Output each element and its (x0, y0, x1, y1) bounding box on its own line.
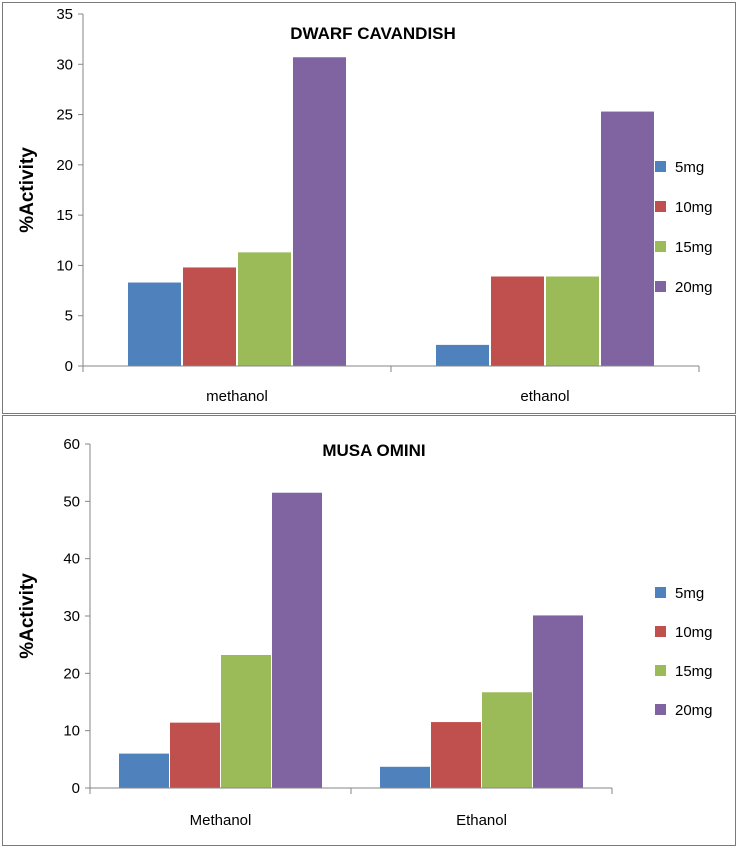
y-axis-title: %Activity (17, 147, 38, 233)
y-tick-label: 0 (65, 358, 73, 375)
bar-20mg-methanol (293, 57, 346, 366)
y-tick-label: 60 (63, 436, 80, 453)
y-tick-label: 20 (63, 665, 80, 682)
y-tick-label: 35 (56, 6, 73, 23)
y-tick-label: 50 (63, 493, 80, 510)
legend-label-20mg: 20mg (675, 279, 713, 296)
bar-10mg-methanol (183, 267, 236, 366)
bar-10mg-ethanol (491, 276, 544, 366)
bar-10mg-ethanol (431, 722, 481, 788)
y-tick-label: 0 (72, 780, 80, 797)
bar-15mg-ethanol (546, 276, 599, 366)
y-tick-label: 30 (63, 608, 80, 625)
chart-panel-dwarf-cavandish: DWARF CAVANDISH %Activity 0 5 10 15 20 25 30 35 me… (2, 2, 736, 414)
legend-label-15mg: 15mg (675, 239, 713, 256)
legend-swatch-15mg (655, 665, 666, 676)
legend-label-10mg: 10mg (675, 199, 713, 216)
legend-label-15mg: 15mg (675, 663, 713, 680)
x-category-label: Ethanol (456, 812, 507, 829)
y-tick-label: 10 (56, 257, 73, 274)
legend-label-5mg: 5mg (675, 159, 704, 176)
y-tick-label: 25 (56, 107, 73, 124)
y-tick-label: 15 (56, 207, 73, 224)
bar-10mg-methanol (170, 722, 220, 788)
y-axis-title: %Activity (17, 573, 38, 659)
chart-panel-musa-omini: MUSA OMINI %Activity 0 10 20 30 40 50 60 Methanol… (2, 415, 736, 846)
bar-5mg-methanol (119, 753, 169, 788)
bar-5mg-ethanol (436, 344, 489, 366)
bar-15mg-ethanol (482, 692, 532, 788)
legend-swatch-15mg (655, 241, 666, 252)
bar-5mg-ethanol (380, 766, 430, 788)
y-tick-label: 20 (56, 157, 73, 174)
legend-swatch-10mg (655, 201, 666, 212)
y-tick-label: 10 (63, 723, 80, 740)
x-category-label: Methanol (190, 812, 252, 829)
chart-musa-omini: MUSA OMINI %Activity 0 10 20 30 40 50 60 Methanol… (17, 436, 713, 829)
legend-swatch-20mg (655, 281, 666, 292)
chart-title: DWARF CAVANDISH (290, 24, 456, 43)
legend-swatch-5mg (655, 587, 666, 598)
y-tick-label: 40 (63, 551, 80, 568)
bar-20mg-ethanol (533, 615, 583, 788)
y-tick-label: 5 (65, 308, 73, 325)
legend-label-5mg: 5mg (675, 585, 704, 602)
legend-swatch-10mg (655, 626, 666, 637)
bar-20mg-ethanol (601, 111, 654, 366)
x-category-label: methanol (206, 388, 268, 405)
y-tick-label: 30 (56, 56, 73, 73)
legend-label-10mg: 10mg (675, 624, 713, 641)
bar-20mg-methanol (272, 492, 322, 788)
legend-swatch-5mg (655, 161, 666, 172)
chart-title: MUSA OMINI (322, 441, 425, 460)
bar-15mg-methanol (221, 654, 271, 788)
bar-15mg-methanol (238, 252, 291, 366)
legend-label-20mg: 20mg (675, 702, 713, 719)
chart-dwarf-cavandish: DWARF CAVANDISH %Activity 0 5 10 15 20 25 30 35 me… (17, 6, 713, 405)
x-category-label: ethanol (520, 388, 569, 405)
legend-swatch-20mg (655, 704, 666, 715)
bar-5mg-methanol (128, 282, 181, 366)
